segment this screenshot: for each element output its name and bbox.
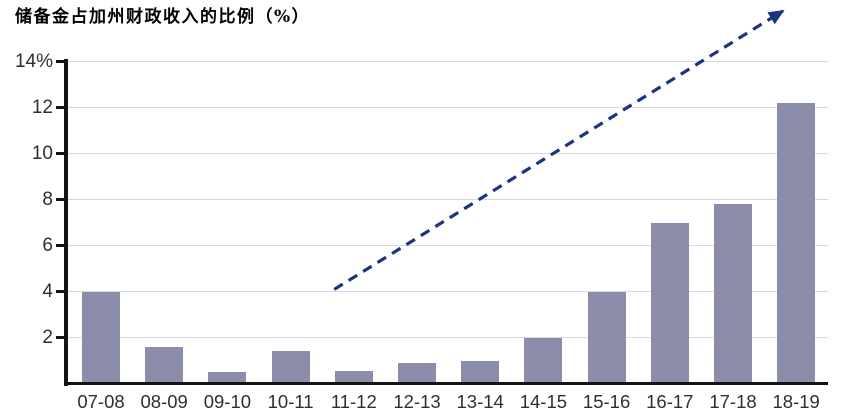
bar-10-11 [271,351,310,384]
gridline [66,336,828,339]
gridline [66,198,828,201]
x-axis-label: 10-11 [267,391,314,412]
bar-08-09 [145,346,184,384]
chart-title: 储备金占加州财政收入的比例（%） [15,7,311,27]
x-axis-label: 07-08 [77,391,125,412]
bar-16-17 [650,222,689,384]
x-axis-label: 16-17 [646,391,694,412]
y-axis-label: 2 [42,326,53,348]
x-axis-label: 15-16 [582,391,631,412]
bar-11-12 [334,370,373,384]
bar-13-14 [461,360,500,384]
y-axis-tick [56,151,66,156]
y-axis-tick [56,289,66,294]
x-axis-label: 18-19 [772,391,820,412]
y-axis-label: 10 [31,142,53,164]
y-axis-label: 8 [42,188,53,210]
y-axis-label: 4 [42,280,53,302]
x-axis-label: 14-15 [519,391,568,412]
bar-15-16 [587,291,626,384]
bar-07-08 [82,291,120,384]
y-axis-tick [56,105,66,110]
gridline [66,152,828,155]
y-axis-label: 12 [31,96,53,118]
gridline [66,60,828,63]
y-axis-tick [56,59,66,64]
bar-18-19 [777,102,816,384]
y-axis-label: 6 [42,234,53,256]
x-axis-label: 13-14 [456,391,504,412]
y-axis-tick [56,243,66,248]
y-axis-line [64,59,68,386]
x-axis-label: 17-18 [709,391,757,412]
x-axis-label: 11-12 [330,391,377,412]
y-axis-tick [56,197,66,202]
gridline [66,106,828,109]
x-axis-label: 12-13 [393,391,441,412]
gridline [66,290,828,293]
bar-17-18 [714,204,752,384]
bar-12-13 [398,362,436,384]
bar-09-10 [208,372,247,384]
y-axis-tick [56,335,66,340]
x-axis-label: 09-10 [203,391,252,412]
x-axis-label: 08-09 [140,391,188,412]
x-axis-line [64,381,828,386]
y-axis-label: 14% [14,50,53,72]
bar-14-15 [524,337,563,384]
